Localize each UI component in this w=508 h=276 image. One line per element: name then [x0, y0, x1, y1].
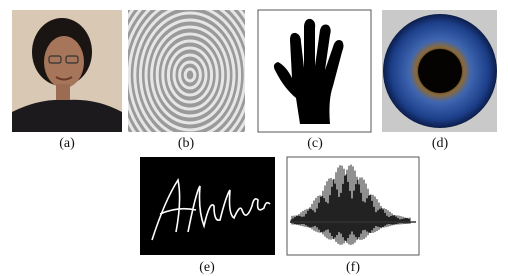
caption: (f): [346, 260, 360, 275]
caption: (c): [307, 136, 323, 151]
voice-image: [287, 157, 419, 255]
figure: (a) (b) (c) (d) (e) (f): [0, 0, 508, 276]
hand-image: [258, 10, 371, 132]
iris-image: [382, 10, 497, 132]
signature-image: [140, 157, 275, 255]
caption: (b): [178, 136, 195, 151]
face-image: [12, 10, 122, 132]
caption: (e): [199, 260, 215, 275]
fingerprint-image: [107, 0, 273, 179]
caption: (a): [59, 136, 75, 151]
caption: (d): [432, 136, 449, 151]
